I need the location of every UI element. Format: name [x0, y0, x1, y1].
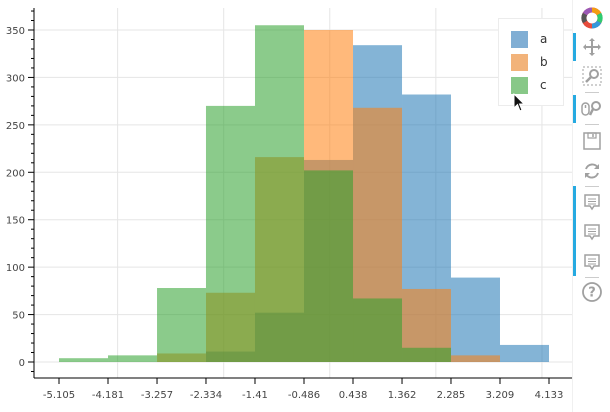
- y-tick-label: 50: [12, 311, 25, 322]
- x-tick-label: -4.181: [92, 390, 124, 401]
- x-tick-label: -0.486: [288, 390, 320, 401]
- histogram-bar[interactable]: [450, 277, 500, 362]
- hover-tool-a-icon[interactable]: [577, 188, 607, 216]
- y-tick-label: 100: [6, 263, 25, 274]
- box-zoom-tool-icon[interactable]: [577, 62, 607, 90]
- toolbar: ?: [572, 0, 610, 412]
- histogram-bar[interactable]: [450, 355, 500, 362]
- legend-item-b[interactable]: b: [511, 52, 548, 72]
- hover-tool-c-icon[interactable]: [577, 248, 607, 276]
- bokeh-logo-icon[interactable]: [577, 4, 607, 32]
- histogram-bar[interactable]: [254, 25, 304, 363]
- x-tick-label: 1.362: [388, 390, 417, 401]
- y-tick-label: 350: [6, 26, 25, 37]
- x-tick-label: -1.41: [242, 390, 268, 401]
- histogram-bar[interactable]: [304, 170, 354, 362]
- x-tick-label: -2.334: [190, 390, 222, 401]
- axes: 0 50 100 150 200 250 300 350 -5.105 -4.181 -3.257 -…: [6, 8, 572, 401]
- y-tick-label: 250: [6, 121, 25, 132]
- toolbar-separator: [585, 277, 599, 278]
- histogram-bar[interactable]: [157, 288, 206, 362]
- hover-active-indicator: [573, 186, 576, 276]
- histogram-bar[interactable]: [353, 298, 403, 362]
- y-tick-label: 0: [19, 358, 25, 369]
- legend: a b c: [498, 18, 564, 106]
- histogram-bar[interactable]: [205, 105, 255, 362]
- save-tool-icon[interactable]: [577, 127, 607, 155]
- legend-label-b: b: [540, 55, 548, 69]
- x-tick-label: -5.105: [43, 390, 75, 401]
- toolbar-separator: [585, 186, 599, 187]
- help-tool-icon[interactable]: ?: [577, 278, 607, 306]
- svg-text:?: ?: [588, 286, 596, 301]
- histogram-bar[interactable]: [499, 344, 549, 362]
- y-tick-label: 150: [6, 216, 25, 227]
- mouse-cursor-icon: [513, 93, 526, 112]
- x-tick-label: -3.257: [141, 390, 173, 401]
- toolbar-separator: [585, 124, 599, 125]
- x-tick-label: 3.209: [486, 390, 515, 401]
- legend-label-c: c: [540, 78, 547, 92]
- legend-swatch-c: [511, 76, 528, 94]
- legend-swatch-a: [511, 30, 528, 48]
- legend-label-a: a: [540, 32, 548, 46]
- toolbar-separator: [585, 92, 599, 93]
- series-c: [59, 25, 451, 363]
- hover-tool-b-icon[interactable]: [577, 218, 607, 246]
- histogram-bars: [59, 25, 549, 363]
- x-tick-label: 0.438: [339, 390, 368, 401]
- pan-tool-icon[interactable]: [577, 33, 607, 61]
- histogram-bar[interactable]: [108, 355, 158, 362]
- y-tick-label: 300: [6, 73, 25, 84]
- pan-active-indicator: [573, 33, 576, 61]
- y-tick-label: 200: [6, 168, 25, 179]
- legend-item-c[interactable]: c: [511, 75, 547, 95]
- x-tick-label: 2.285: [437, 390, 466, 401]
- wheel-zoom-active-indicator: [573, 95, 576, 123]
- reset-tool-icon[interactable]: [577, 157, 607, 185]
- x-tick-label: 4.133: [535, 390, 564, 401]
- wheel-zoom-tool-icon[interactable]: [577, 95, 607, 123]
- legend-swatch-b: [511, 53, 528, 71]
- histogram-bar[interactable]: [402, 347, 451, 362]
- legend-item-a[interactable]: a: [511, 29, 547, 49]
- histogram-bar[interactable]: [59, 358, 109, 362]
